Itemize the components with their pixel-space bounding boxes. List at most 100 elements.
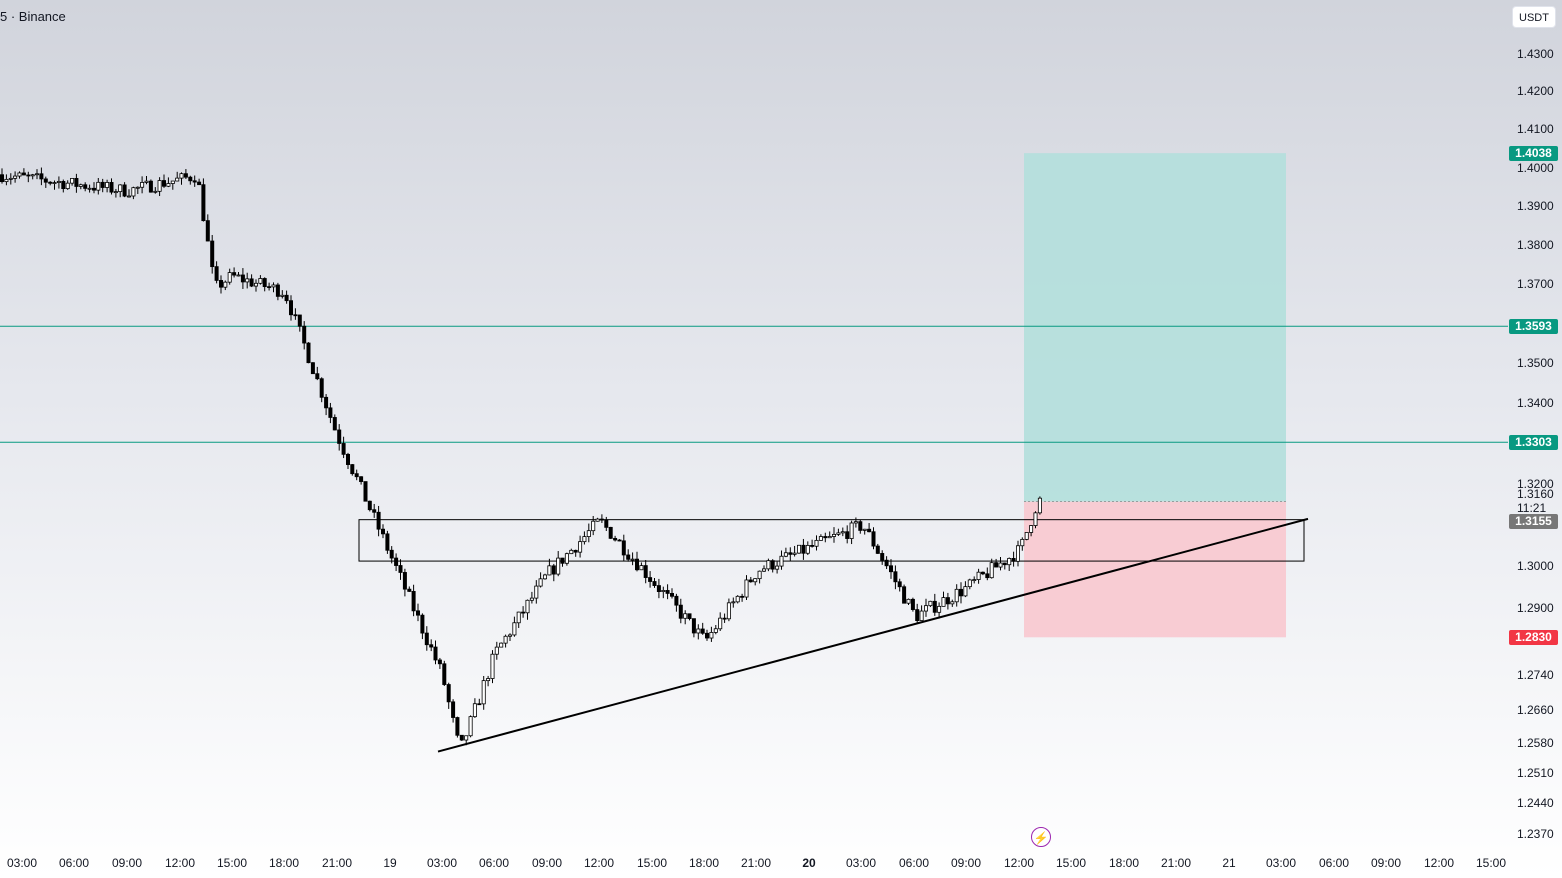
candle-body [245, 278, 250, 283]
candle-body [407, 588, 412, 592]
candle-body [354, 473, 359, 478]
candle-body [801, 544, 806, 554]
candle-body [92, 187, 97, 191]
candle-body [884, 559, 889, 567]
candle-body [442, 663, 447, 685]
candle-body [30, 174, 35, 177]
candle-body [976, 571, 981, 580]
ascending-trendline [437, 517, 1309, 753]
level-price-tag-lower: 1.3303 [1509, 435, 1558, 451]
candle-body [718, 617, 723, 630]
stop-loss-price-tag: 1.2830 [1509, 630, 1558, 646]
time-tick-label: 12:00 [164, 856, 196, 870]
candle-body [367, 500, 372, 511]
candle-body [197, 181, 202, 186]
candle-body [897, 581, 902, 588]
bar-countdown-label: 11:21 [1517, 501, 1547, 516]
candle-body [639, 565, 644, 571]
time-tick-label: 03:00 [1265, 856, 1297, 870]
time-tick-label: 21:00 [1160, 856, 1192, 870]
candle-body [705, 632, 710, 639]
candle-body [127, 195, 132, 198]
candle-body [74, 177, 79, 187]
candle-body [394, 557, 399, 566]
candle-body [170, 180, 175, 184]
candle-body [792, 552, 797, 555]
time-tick-label: 21:00 [740, 856, 772, 870]
candle-body [179, 173, 184, 179]
price-tick-label: 1.3500 [1517, 356, 1554, 370]
candle-body [735, 595, 740, 603]
candle-body [972, 579, 977, 581]
price-tick-label: 1.4000 [1517, 161, 1554, 175]
candle-body [337, 429, 342, 444]
candle-body [472, 703, 477, 718]
candle-body [722, 617, 727, 620]
candle-body [1029, 525, 1034, 533]
candle-body [433, 646, 438, 661]
candle-body [696, 628, 701, 634]
candle-body [1024, 532, 1029, 540]
candle-body [223, 281, 228, 288]
lightning-bolt-icon[interactable]: ⚡ [1031, 827, 1051, 847]
candle-body [757, 570, 762, 580]
candle-body [451, 701, 456, 718]
candle-body [1016, 545, 1021, 562]
candle-body [937, 605, 942, 613]
time-tick-label: 06:00 [478, 856, 510, 870]
candle-body [188, 176, 193, 182]
candle-body [324, 396, 329, 409]
time-tick-label: 19 [383, 856, 397, 870]
time-tick-label: 06:00 [1318, 856, 1350, 870]
price-tick-label: 1.2740 [1517, 668, 1554, 682]
candle-body [586, 530, 591, 537]
price-tick-label: 1.2440 [1517, 796, 1554, 810]
time-tick-label: 18:00 [268, 856, 300, 870]
time-tick-label: 06:00 [58, 856, 90, 870]
candle-body [906, 598, 911, 604]
candle-body [87, 187, 92, 190]
candle-body [543, 574, 548, 580]
candle-body [1037, 497, 1042, 514]
candle-body [547, 565, 552, 576]
candle-body [963, 586, 968, 597]
candle-body [814, 539, 819, 547]
candle-body [818, 536, 823, 541]
candle-body [635, 558, 640, 571]
candle-body [700, 628, 705, 634]
candle-body [525, 599, 530, 614]
candle-body [670, 593, 675, 597]
candle-body [96, 181, 101, 191]
candle-body [967, 579, 972, 588]
candle-body [161, 180, 166, 187]
candle-body [538, 578, 543, 587]
candle-body [297, 314, 302, 327]
candle-body [766, 560, 771, 570]
price-tick-label: 1.2370 [1517, 827, 1554, 841]
time-tick-label: 15:00 [1055, 856, 1087, 870]
candle-body [131, 187, 136, 197]
candle-body [78, 184, 83, 187]
time-tick-label: 15:00 [1475, 856, 1507, 870]
candle-body [630, 558, 635, 561]
candle-body [415, 610, 420, 616]
price-tick-label: 1.2580 [1517, 736, 1554, 750]
range-rectangle [358, 519, 1305, 562]
candle-body [437, 659, 442, 665]
candle-body [556, 557, 561, 575]
candle-body [788, 552, 793, 555]
time-tick-label: 15:00 [216, 856, 248, 870]
candle-body [665, 590, 670, 594]
candle-body [280, 294, 285, 297]
time-tick-label: 06:00 [898, 856, 930, 870]
price-tick-label: 1.3700 [1517, 277, 1554, 291]
candle-body [840, 531, 845, 534]
candle-body [293, 314, 298, 317]
candle-body [529, 597, 534, 601]
candle-body [166, 183, 171, 187]
candle-body [253, 282, 258, 287]
candle-body [989, 562, 994, 579]
currency-button[interactable]: USDT [1512, 6, 1556, 28]
